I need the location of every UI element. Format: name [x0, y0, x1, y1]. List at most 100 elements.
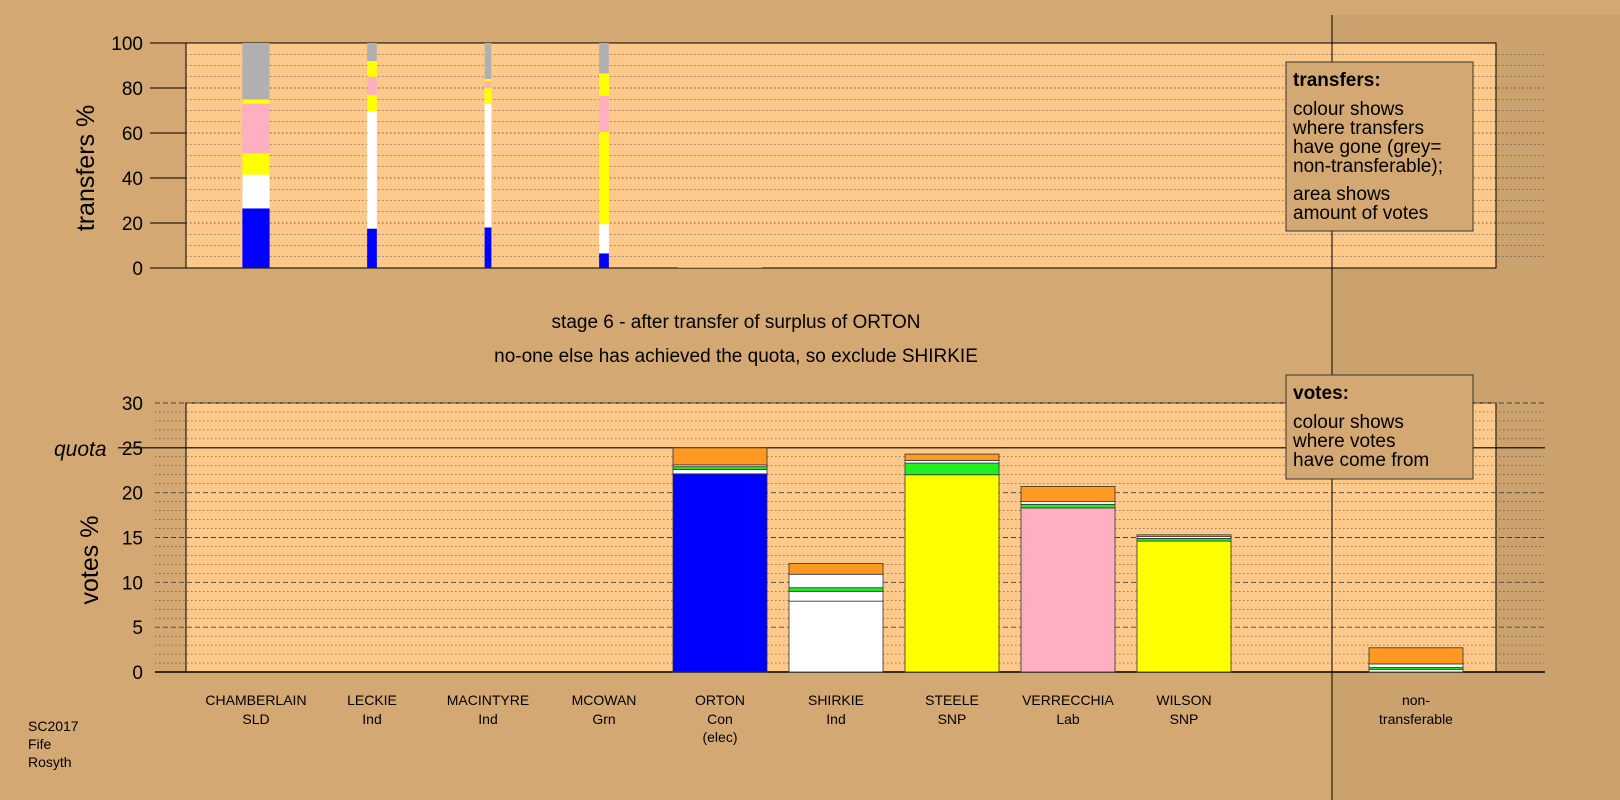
votes-bar-segment-snp — [904, 474, 1000, 673]
votes-y-axis-label: votes % — [76, 516, 104, 605]
votes-bar-segment-grn — [672, 466, 768, 470]
votes-legend-title: votes: — [1293, 383, 1349, 404]
transfers-bar-segment-nontransferable — [367, 43, 377, 61]
legend-line: area shows — [1293, 184, 1390, 205]
legend-line: colour shows — [1293, 412, 1404, 433]
transfers-bar-segment-snp — [367, 94, 377, 112]
transfers-bar-segment-nontransferable — [599, 43, 609, 74]
candidate-party: Grn — [592, 711, 615, 727]
transfers-bar-segment-ind — [367, 111, 377, 229]
votes-bar-segment-grn — [788, 587, 884, 592]
candidate-name: CHAMBERLAIN — [205, 692, 306, 708]
votes-legend: votes: colour shows where votes have com… — [1285, 374, 1474, 480]
votes-bar-segment-sld — [1368, 647, 1464, 665]
candidate-name: WILSON — [1156, 692, 1211, 708]
candidate-name: MCOWAN — [572, 692, 637, 708]
votes-bar-segment-ind — [1368, 668, 1464, 673]
votes-bar-segment-ind — [1020, 501, 1116, 505]
transfers-bar-segment-snp — [599, 131, 609, 225]
candidate-name: LECKIE — [347, 692, 397, 708]
votes-bar-segment-grn — [904, 462, 1000, 476]
transfers-bar-segment-nontransferable — [242, 43, 270, 100]
stage-subtitle: no-one else has achieved the quota, so e… — [494, 346, 978, 367]
legend-line: have come from — [1293, 450, 1429, 471]
transfers-bars — [242, 43, 762, 268]
candidate-name: ORTON — [695, 692, 745, 708]
stage-title: stage 6 - after transfer of surplus of O… — [552, 312, 921, 333]
votes-tick-label: 30 — [122, 394, 143, 415]
candidate-name: non- — [1402, 692, 1430, 708]
votes-bar-segment-sld — [904, 453, 1000, 461]
transfers-bar-segment-ind — [599, 224, 609, 254]
votes-bar-segment-sld — [788, 563, 884, 575]
legend-line: where transfers — [1292, 118, 1424, 139]
votes-bar-segment-lab — [1020, 507, 1116, 673]
votes-tick-label: 10 — [122, 573, 143, 594]
candidate-party: SLD — [242, 711, 269, 727]
legend-line: colour shows — [1293, 99, 1404, 120]
transfers-bar-segment-snp — [242, 153, 270, 175]
transfers-tick-label: 60 — [122, 124, 143, 145]
candidate-labels: CHAMBERLAIN SLD LECKIE Ind MACINTYRE Ind MCOWA… — [205, 692, 1453, 745]
transfers-bar-segment-lab — [599, 95, 609, 132]
legend-line: where votes — [1292, 431, 1395, 452]
legend-line: have gone (grey= — [1293, 137, 1441, 158]
transfers-bar-segment-snp — [367, 61, 377, 77]
transfers-tick-label: 20 — [122, 214, 143, 235]
candidate-party: Ind — [826, 711, 845, 727]
transfers-bar-segment-ind — [484, 103, 492, 228]
votes-tick-label: 0 — [132, 663, 143, 684]
votes-bars — [672, 447, 1464, 673]
votes-bar-segment-ind — [788, 600, 884, 673]
transfers-bar-segment-con — [242, 208, 270, 268]
candidate-party: SNP — [938, 711, 967, 727]
votes-tick-label: 25 — [122, 439, 143, 460]
votes-y-ticks: 0 5 10 15 20 25 30 quota — [54, 394, 143, 684]
votes-tick-label: 5 — [132, 618, 143, 639]
transfers-bar-segment-snp — [599, 73, 609, 96]
legend-line: non-transferable); — [1293, 156, 1443, 177]
transfers-y-axis-label: transfers % — [72, 105, 100, 231]
votes-tick-label: 15 — [122, 529, 143, 550]
transfers-bar-segment-ind — [242, 174, 270, 209]
transfers-bar-segment-nontransferable — [484, 43, 492, 79]
votes-bar-segment-ind — [788, 573, 884, 589]
votes-bar-segment-sld — [1136, 534, 1232, 538]
quota-label: quota — [54, 438, 107, 461]
legend-line: amount of votes — [1293, 203, 1428, 224]
transfers-tick-label: 80 — [122, 79, 143, 100]
transfers-legend: transfers: colour shows where transfers … — [1285, 61, 1474, 232]
votes-bar-segment-grn — [1020, 503, 1116, 509]
candidate-party: Ind — [478, 711, 497, 727]
transfers-plot-area — [185, 42, 1497, 269]
transfers-bar-segment-con — [367, 228, 377, 268]
votes-bar-segment-con — [672, 473, 768, 673]
transfers-bar-segment-lab — [367, 76, 377, 95]
candidate-name: MACINTYRE — [447, 692, 529, 708]
votes-bar-segment-grn — [1136, 537, 1232, 542]
candidate-party: transferable — [1379, 711, 1453, 727]
footer-line: Fife — [28, 736, 52, 752]
footer-line: SC2017 — [28, 718, 79, 734]
transfers-tick-label: 100 — [111, 34, 143, 55]
candidate-party: Con — [707, 711, 733, 727]
transfers-y-ticks: 0 20 40 60 80 100 — [111, 34, 186, 280]
transfers-bar-segment-lab — [484, 81, 492, 88]
votes-bar-segment-sld — [1020, 485, 1116, 503]
transfers-bar-segment-snp — [242, 99, 270, 104]
candidate-status: (elec) — [702, 729, 737, 745]
transfers-bar-segment-snp — [484, 88, 492, 104]
votes-bar-segment-ind — [672, 468, 768, 475]
candidate-party: Ind — [362, 711, 381, 727]
votes-bar-segment-ind — [1368, 663, 1464, 668]
transfers-bar-segment-con — [599, 253, 609, 268]
votes-tick-label: 20 — [122, 484, 143, 505]
candidate-name: STEELE — [925, 692, 979, 708]
votes-bar-segment-ind — [904, 459, 1000, 464]
candidate-name: VERRECCHIA — [1022, 692, 1114, 708]
transfers-bar-segment-lab — [242, 103, 270, 154]
transfers-tick-label: 0 — [132, 259, 143, 280]
transfers-legend-title: transfers: — [1293, 70, 1381, 91]
votes-bar-segment-sld — [672, 447, 768, 466]
